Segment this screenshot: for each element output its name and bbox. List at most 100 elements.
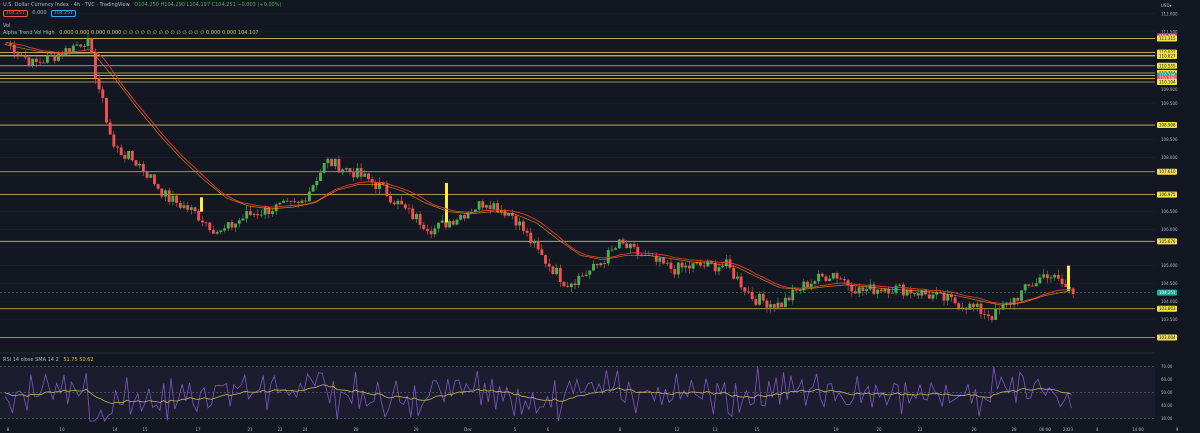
candle[interactable] xyxy=(551,266,555,275)
candle[interactable] xyxy=(145,170,149,178)
candle[interactable] xyxy=(831,273,835,279)
candle[interactable] xyxy=(241,218,245,221)
candle[interactable] xyxy=(429,230,433,235)
candle[interactable] xyxy=(20,54,24,56)
price-axis[interactable]: USD▾ 112.000 111.500 109.900 109.500 108.500 1… xyxy=(1155,0,1200,433)
candle[interactable] xyxy=(876,289,880,294)
candle[interactable] xyxy=(156,184,160,189)
candle[interactable] xyxy=(278,202,282,205)
candle[interactable] xyxy=(1053,274,1057,278)
candle[interactable] xyxy=(1045,274,1049,279)
candle[interactable] xyxy=(289,200,293,202)
candle[interactable] xyxy=(433,228,437,235)
candle[interactable] xyxy=(547,263,551,267)
candle[interactable] xyxy=(603,263,607,264)
candle[interactable] xyxy=(12,44,16,54)
candle[interactable] xyxy=(599,263,603,266)
signal-bar[interactable] xyxy=(1067,265,1070,291)
candle[interactable] xyxy=(514,215,518,226)
candle[interactable] xyxy=(389,195,393,203)
candle[interactable] xyxy=(673,269,677,275)
candle[interactable] xyxy=(676,262,680,275)
candle[interactable] xyxy=(569,283,573,288)
candle[interactable] xyxy=(1031,285,1035,287)
candle[interactable] xyxy=(994,308,998,320)
candle[interactable] xyxy=(566,286,570,288)
candle[interactable] xyxy=(499,209,503,212)
candle[interactable] xyxy=(890,292,894,294)
candle[interactable] xyxy=(931,294,935,299)
candle[interactable] xyxy=(363,173,367,177)
candle[interactable] xyxy=(665,262,669,264)
candle[interactable] xyxy=(658,257,662,262)
candle[interactable] xyxy=(842,279,846,281)
candle[interactable] xyxy=(186,205,190,210)
candle[interactable] xyxy=(809,283,813,288)
candle[interactable] xyxy=(1027,284,1031,286)
candle[interactable] xyxy=(149,174,153,178)
candle[interactable] xyxy=(580,275,584,277)
candle[interactable] xyxy=(152,174,156,185)
candle[interactable] xyxy=(850,285,854,292)
candle[interactable] xyxy=(178,202,182,208)
candle[interactable] xyxy=(776,302,780,308)
candle[interactable] xyxy=(588,270,592,275)
signal-bar[interactable] xyxy=(445,182,448,223)
candle[interactable] xyxy=(68,48,72,53)
candle[interactable] xyxy=(972,303,975,307)
candle[interactable] xyxy=(319,172,322,182)
candle[interactable] xyxy=(134,160,138,166)
candle[interactable] xyxy=(521,221,525,231)
candle[interactable] xyxy=(1049,277,1053,279)
candle[interactable] xyxy=(448,220,452,228)
candle[interactable] xyxy=(883,288,887,292)
candle[interactable] xyxy=(470,212,474,214)
candle[interactable] xyxy=(979,303,983,314)
candle[interactable] xyxy=(669,262,673,270)
candle[interactable] xyxy=(374,182,378,189)
candle[interactable] xyxy=(662,257,666,264)
candle[interactable] xyxy=(42,62,46,64)
candle[interactable] xyxy=(1071,288,1075,295)
candle[interactable] xyxy=(322,163,326,173)
candle[interactable] xyxy=(16,53,20,55)
candle[interactable] xyxy=(444,220,448,228)
candle[interactable] xyxy=(961,307,964,309)
candle[interactable] xyxy=(271,211,274,214)
candle[interactable] xyxy=(27,57,31,66)
candle[interactable] xyxy=(699,262,702,266)
candle[interactable] xyxy=(1042,274,1046,278)
candle[interactable] xyxy=(765,300,769,308)
candle[interactable] xyxy=(750,291,754,300)
candle[interactable] xyxy=(1038,277,1042,284)
candle[interactable] xyxy=(75,44,79,46)
candle[interactable] xyxy=(53,55,57,61)
candle[interactable] xyxy=(614,248,618,250)
candle[interactable] xyxy=(562,282,566,287)
candle[interactable] xyxy=(378,182,381,189)
candle[interactable] xyxy=(256,214,260,216)
candle[interactable] xyxy=(481,201,485,208)
candle[interactable] xyxy=(492,203,496,210)
candle[interactable] xyxy=(212,230,215,234)
candle[interactable] xyxy=(422,224,426,230)
candle[interactable] xyxy=(806,281,809,288)
candle[interactable] xyxy=(473,209,477,213)
candle[interactable] xyxy=(861,287,865,291)
candle[interactable] xyxy=(223,228,226,231)
candle[interactable] xyxy=(71,45,75,53)
candle[interactable] xyxy=(758,293,761,305)
candle[interactable] xyxy=(920,290,924,296)
candle[interactable] xyxy=(237,220,241,224)
candle[interactable] xyxy=(385,184,389,196)
candle[interactable] xyxy=(381,182,385,185)
candle[interactable] xyxy=(171,195,175,202)
candle[interactable] xyxy=(197,211,201,221)
candle[interactable] xyxy=(400,200,404,205)
candle[interactable] xyxy=(86,38,90,46)
candle[interactable] xyxy=(175,195,179,203)
candle[interactable] xyxy=(1060,278,1064,285)
candle[interactable] xyxy=(252,214,256,215)
candle[interactable] xyxy=(130,151,134,161)
candle[interactable] xyxy=(101,89,105,98)
